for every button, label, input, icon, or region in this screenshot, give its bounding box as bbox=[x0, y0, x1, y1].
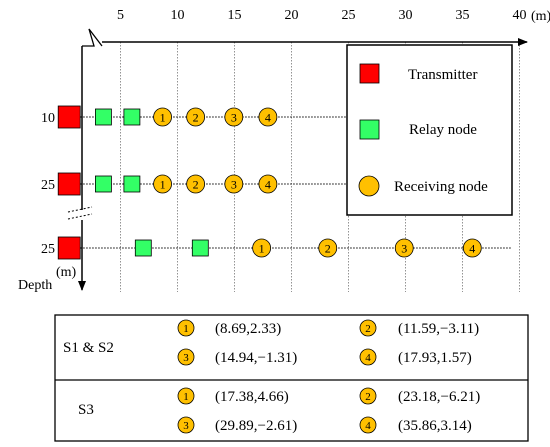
table-receiver-badge bbox=[177, 416, 195, 434]
receiver-coordinate: (14.94,−1.31) bbox=[215, 350, 297, 366]
table-receiver-number: 1 bbox=[183, 391, 189, 403]
x-tick-label: 40 bbox=[513, 8, 527, 23]
table-receiver-badge bbox=[359, 348, 377, 366]
x-tick-label: 10 bbox=[171, 8, 185, 23]
table-receiver-number: 2 bbox=[365, 323, 371, 335]
depth-axis-label: Depth bbox=[18, 278, 52, 293]
legend-relay-label: Relay node bbox=[409, 122, 477, 138]
depth-axis-break-symbol bbox=[67, 206, 93, 220]
x-tick-label: 15 bbox=[228, 8, 242, 23]
receiver-number: 4 bbox=[265, 111, 271, 125]
node-rows: 10 1 2 3 4 25 1 2 3 4 25 1 2 3 4 bbox=[41, 105, 512, 260]
x-tick-label: 5 bbox=[117, 8, 124, 23]
node-row: 10 1 2 3 4 bbox=[41, 105, 346, 129]
table-receiver-number: 1 bbox=[183, 323, 189, 335]
receiver-number: 2 bbox=[193, 111, 199, 125]
legend: Transmitter Relay node Receiving node bbox=[346, 44, 513, 216]
receiver-node bbox=[153, 174, 172, 194]
legend-receiver-swatch bbox=[358, 175, 380, 197]
table-receiver-badge bbox=[177, 319, 195, 337]
receiver-coordinate: (23.18,−6.21) bbox=[398, 389, 480, 405]
receiver-coordinate: (8.69,2.33) bbox=[215, 321, 281, 337]
transmitter-node bbox=[57, 172, 81, 196]
receiver-number: 4 bbox=[265, 178, 271, 192]
receiver-node bbox=[153, 107, 172, 127]
table-receiver-badge bbox=[177, 348, 195, 366]
table-receiver-number: 2 bbox=[365, 391, 371, 403]
legend-transmitter-label: Transmitter bbox=[408, 67, 477, 83]
x-tick-label: 30 bbox=[399, 8, 413, 23]
table-border bbox=[54, 314, 529, 442]
table-body: S1 & S2 1 (8.69,2.33) 2 (11.59,−3.11) 3 (14.94… bbox=[63, 319, 480, 434]
table-receiver-badge bbox=[359, 319, 377, 337]
relay-node bbox=[191, 239, 209, 257]
receiver-node bbox=[318, 238, 338, 258]
receiver-number: 4 bbox=[469, 242, 475, 256]
table-receiver-number: 3 bbox=[183, 352, 189, 364]
receiver-coordinate: (17.93,1.57) bbox=[398, 350, 472, 366]
receiver-node bbox=[462, 238, 482, 258]
receiver-node bbox=[394, 238, 414, 258]
table-receiver-number: 4 bbox=[365, 420, 371, 432]
receiver-number: 2 bbox=[193, 178, 199, 192]
table-receiver-number: 3 bbox=[183, 420, 189, 432]
relay-node bbox=[123, 108, 141, 126]
receiver-number: 1 bbox=[160, 111, 166, 125]
table-receiver-badge bbox=[359, 387, 377, 405]
relay-node bbox=[95, 108, 112, 126]
receiver-number: 3 bbox=[231, 111, 237, 125]
receiver-number: 2 bbox=[325, 242, 331, 256]
receiver-coordinate: (29.89,−2.61) bbox=[215, 418, 297, 434]
table-receiver-badge bbox=[177, 387, 195, 405]
relay-node bbox=[134, 239, 152, 257]
receiver-coordinate: (17.38,4.66) bbox=[215, 389, 289, 405]
receiver-node bbox=[186, 174, 206, 194]
transmitter-node bbox=[57, 236, 81, 260]
legend-receiver-label: Receiving node bbox=[394, 179, 488, 195]
table-receiver-number: 4 bbox=[365, 352, 371, 364]
node-row: 25 1 2 3 4 bbox=[41, 172, 346, 196]
relay-node bbox=[123, 175, 141, 193]
table-group-label: S1 & S2 bbox=[63, 340, 114, 356]
receiver-coordinate: (11.59,−3.11) bbox=[398, 321, 479, 337]
x-axis-break-symbol bbox=[82, 28, 103, 47]
receiver-node bbox=[258, 107, 278, 127]
row-depth-label: 10 bbox=[41, 111, 55, 126]
receiver-node bbox=[224, 174, 244, 194]
receiver-number: 3 bbox=[401, 242, 407, 256]
row-depth-label: 25 bbox=[41, 242, 55, 257]
transmitter-node bbox=[57, 105, 81, 129]
x-tick-label: 20 bbox=[285, 8, 299, 23]
legend-transmitter-swatch bbox=[359, 63, 380, 84]
receiver-number: 3 bbox=[231, 178, 237, 192]
receiver-node bbox=[186, 107, 206, 127]
receiver-node bbox=[258, 174, 278, 194]
receiver-coordinate: (35.86,3.14) bbox=[398, 418, 472, 434]
relay-node bbox=[95, 175, 112, 193]
row-depth-label: 25 bbox=[41, 178, 55, 193]
x-unit-label: (m) bbox=[531, 9, 550, 24]
legend-relay-swatch bbox=[359, 119, 380, 140]
table-receiver-badge bbox=[359, 416, 377, 434]
coordinates-table: S1 & S2 1 (8.69,2.33) 2 (11.59,−3.11) 3 (14.94… bbox=[54, 314, 529, 442]
x-tick-labels: 5 10 15 20 25 30 35 40 bbox=[117, 8, 527, 23]
receiver-node bbox=[224, 107, 244, 127]
receiver-number: 1 bbox=[259, 242, 265, 256]
x-tick-label: 25 bbox=[342, 8, 356, 23]
depth-axis-unit: (m) bbox=[56, 265, 77, 280]
receiver-number: 1 bbox=[160, 178, 166, 192]
x-tick-label: 35 bbox=[456, 8, 470, 23]
receiver-node bbox=[252, 238, 272, 258]
node-row: 25 1 2 3 4 bbox=[41, 236, 512, 260]
table-group-label: S3 bbox=[78, 402, 94, 418]
